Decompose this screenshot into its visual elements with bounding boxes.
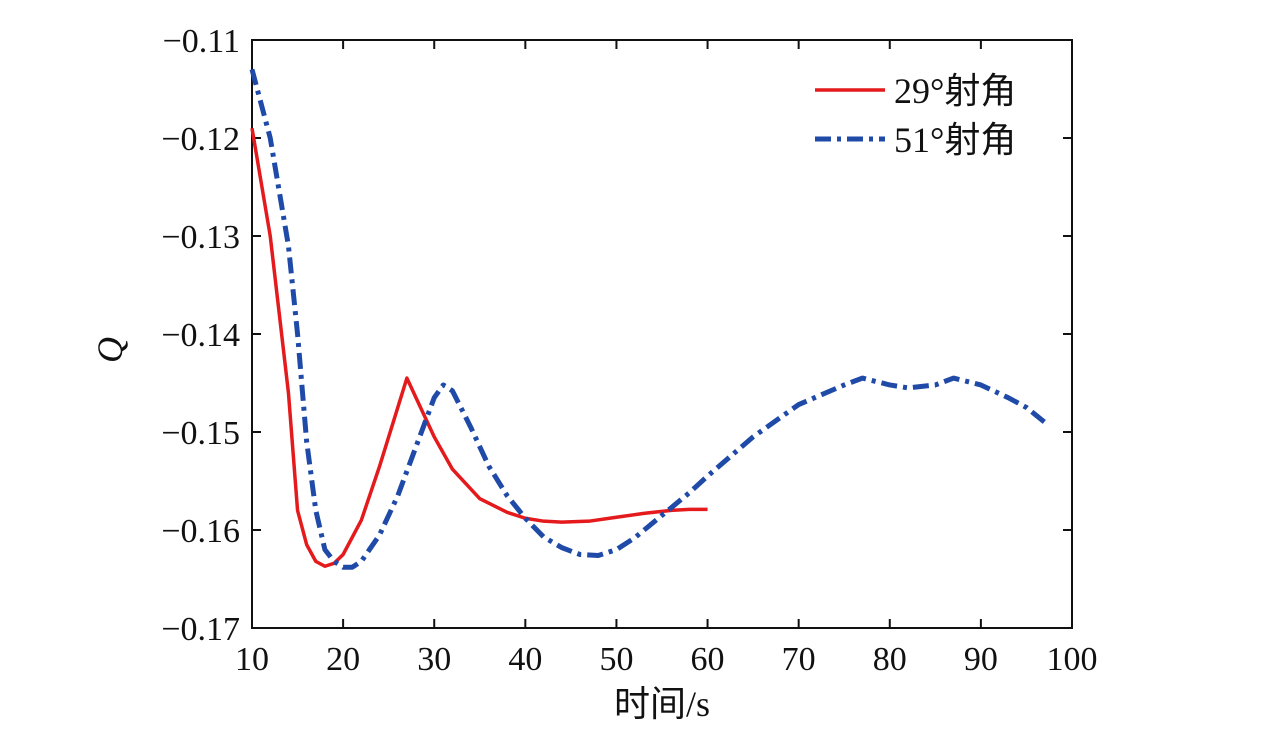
- x-tick-label: 50: [599, 641, 633, 678]
- x-tick-label: 30: [417, 641, 451, 678]
- x-tick-label: 100: [1047, 641, 1098, 678]
- x-tick-label: 40: [508, 641, 542, 678]
- y-tick-label: −0.15: [161, 415, 240, 452]
- x-axis-label: 时间/s: [614, 684, 710, 724]
- x-tick-label: 70: [782, 641, 816, 678]
- y-tick-label: −0.17: [161, 611, 240, 648]
- y-tick-label: −0.13: [161, 219, 240, 256]
- series-lines: [249, 68, 1047, 570]
- x-tick-label: 80: [873, 641, 907, 678]
- x-tick-label: 20: [326, 641, 360, 678]
- y-tick-label: −0.11: [163, 23, 240, 60]
- y-tick-label: −0.14: [161, 317, 240, 354]
- legend-label-51deg: 51°射角: [894, 120, 1016, 160]
- y-tick-label: −0.12: [161, 121, 240, 158]
- series-line-1: [249, 68, 1047, 570]
- y-axis-label: Q: [90, 337, 130, 363]
- legend-label-29deg: 29°射角: [894, 71, 1016, 111]
- x-tick-label: 10: [235, 641, 269, 678]
- legend: 29°射角 51°射角: [815, 71, 1016, 160]
- tick-labels: 10 20 30 40 50 60 70 80 90 100 −0.17 −0.16 −0.15 −0.1…: [161, 23, 1097, 678]
- x-tick-label: 90: [964, 641, 998, 678]
- axis-ticks: [251, 39, 1073, 629]
- series-line-0: [250, 127, 708, 569]
- y-tick-label: −0.16: [161, 513, 240, 550]
- x-tick-label: 60: [691, 641, 725, 678]
